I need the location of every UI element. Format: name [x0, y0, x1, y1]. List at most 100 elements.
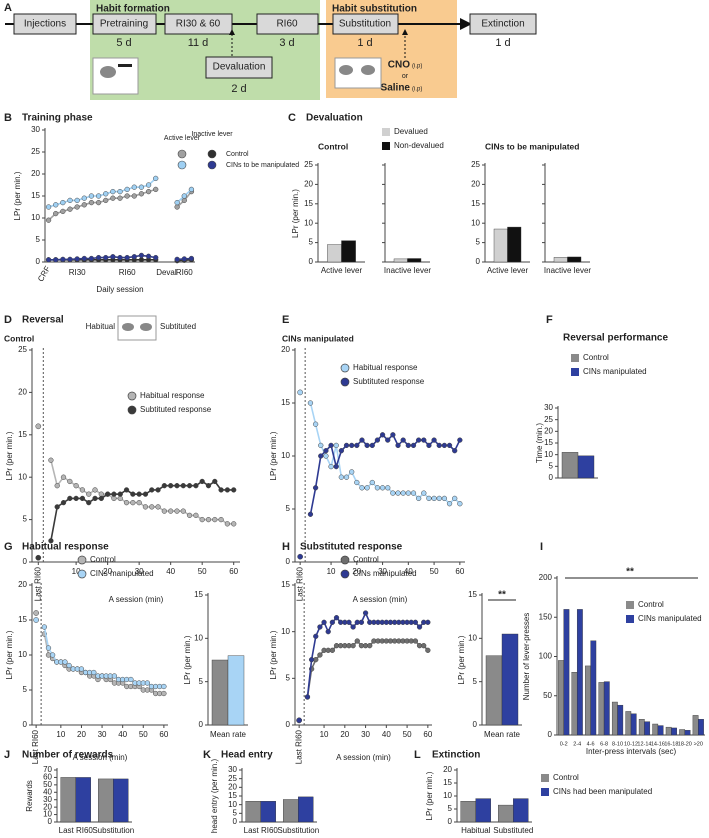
data-point	[318, 453, 324, 459]
panel-title: Reversal	[22, 315, 64, 326]
y-tick-label: 150	[539, 612, 553, 621]
data-point	[117, 195, 123, 201]
bar	[563, 609, 570, 736]
data-point	[180, 483, 186, 489]
data-point	[67, 495, 73, 502]
data-point	[136, 499, 142, 506]
y-tick-label: 25	[304, 160, 313, 169]
x-tick-label: 60	[229, 567, 238, 576]
y-tick-label: 15	[544, 438, 553, 447]
legend-marker	[207, 160, 217, 170]
y-tick-label: 15	[31, 191, 40, 200]
data-point	[346, 619, 352, 625]
data-point	[123, 499, 130, 506]
data-point	[67, 197, 73, 204]
bar	[245, 801, 261, 823]
x-tick-label: 12-14	[637, 741, 651, 747]
panel-letter: L	[414, 749, 421, 761]
data-point	[323, 448, 329, 454]
last-ri60-point	[297, 553, 304, 560]
legend-column: Inactive lever	[191, 131, 233, 138]
y-tick-label: 15	[228, 791, 237, 800]
bar	[558, 660, 564, 736]
data-point	[79, 495, 86, 502]
y-tick-label: 10	[468, 633, 477, 642]
last-ri60-point	[297, 389, 304, 396]
significance: **	[498, 590, 506, 601]
bar	[576, 609, 583, 736]
y-tick-label: 15	[443, 778, 452, 787]
data-point	[359, 485, 365, 491]
data-point	[421, 643, 427, 649]
legend-label: CINs manipulated	[90, 569, 154, 578]
step-box	[332, 13, 399, 35]
y-tick-label: 15	[468, 590, 477, 599]
data-point	[181, 193, 187, 199]
data-point	[136, 491, 142, 497]
legend-marker	[177, 160, 187, 170]
data-point	[329, 647, 336, 653]
bar	[283, 799, 299, 823]
y-tick-label: 10	[31, 213, 40, 222]
data-point	[364, 485, 370, 491]
step-box	[164, 13, 233, 35]
data-point	[446, 442, 453, 449]
data-point	[60, 474, 67, 480]
x-tick-label: 8-10	[612, 741, 623, 747]
x-tick-label: 40	[118, 730, 127, 739]
x-tick-label: Active lever	[321, 266, 363, 275]
data-point	[426, 442, 432, 449]
data-point	[412, 638, 419, 644]
data-point	[103, 254, 109, 261]
data-point	[67, 256, 73, 263]
y-tick-label: 10	[443, 791, 452, 800]
data-point	[95, 254, 102, 261]
x-tick-label: Last RI60	[31, 729, 40, 764]
y-tick-label: 15	[471, 199, 480, 208]
data-point	[144, 680, 151, 686]
panel-letter: K	[203, 749, 211, 761]
data-point	[364, 442, 370, 449]
data-point	[124, 186, 130, 193]
data-point	[181, 197, 187, 204]
data-point	[421, 490, 427, 496]
y-tick-label: 10	[18, 650, 27, 659]
data-point	[312, 485, 319, 491]
y-tick-label: 5	[286, 673, 291, 682]
y-tick-label: 10	[304, 218, 313, 227]
x-group-label: RI60	[176, 268, 193, 277]
legend-swatch	[626, 601, 634, 609]
y-tick-label: 25	[471, 160, 480, 169]
x-tick-label: 20	[77, 730, 86, 739]
data-point	[138, 252, 145, 259]
data-point	[452, 448, 458, 454]
data-point	[379, 485, 386, 491]
data-point	[53, 202, 59, 208]
x-tick-label: 60	[159, 730, 168, 739]
y-tick-label: 5	[476, 238, 481, 247]
y-tick-label: 30	[43, 795, 52, 804]
step-duration: 5 d	[116, 37, 131, 49]
data-point	[48, 457, 54, 463]
data-point	[138, 257, 145, 263]
data-point	[218, 487, 224, 493]
bar	[298, 796, 314, 823]
y-tick-label: 30	[544, 403, 553, 412]
x-tick-label: Inactive lever	[544, 266, 591, 275]
data-point	[367, 643, 373, 649]
data-point	[405, 490, 411, 496]
data-point	[73, 495, 79, 502]
x-axis-label: A session (min)	[73, 753, 128, 762]
data-point	[88, 193, 95, 199]
y-tick-label: 5	[233, 808, 238, 817]
y-tick-label: 5	[309, 238, 314, 247]
bar	[590, 640, 597, 736]
data-point	[54, 504, 60, 510]
legend-marker	[77, 555, 87, 565]
data-point	[181, 256, 187, 262]
x-tick-label: 30	[135, 567, 144, 576]
data-point	[45, 257, 52, 263]
data-point	[457, 437, 463, 443]
series-line	[50, 460, 234, 525]
